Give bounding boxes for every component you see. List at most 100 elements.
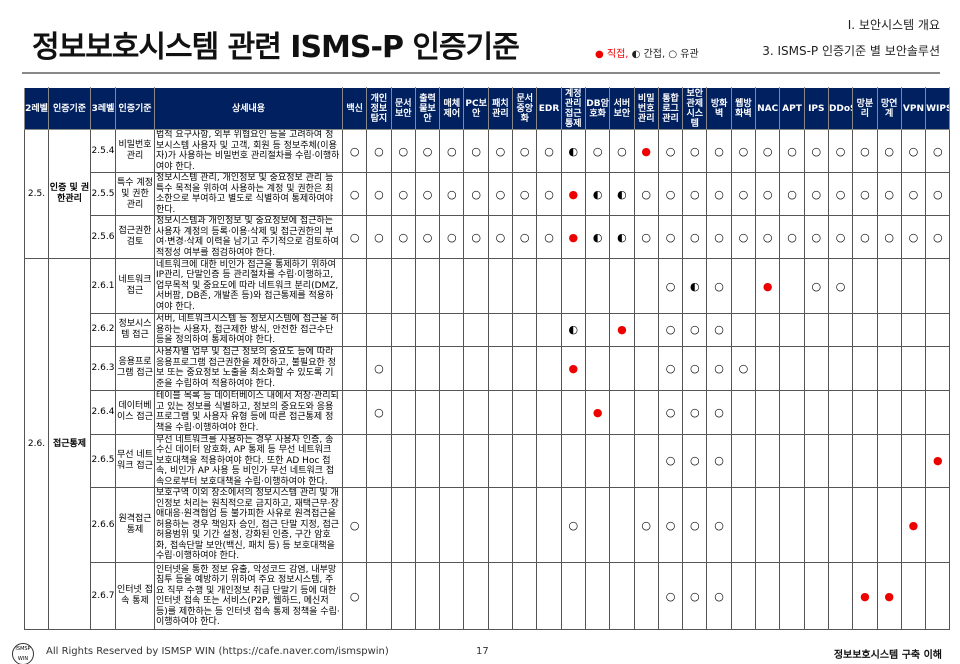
- direct-mark-icon: ●: [609, 313, 635, 347]
- empty-cell: [414, 313, 441, 347]
- empty-cell: [512, 433, 538, 488]
- empty-cell: [852, 389, 878, 435]
- col-criteria2: 인증기준: [48, 87, 91, 130]
- empty-cell: [755, 433, 781, 488]
- empty-cell: [779, 258, 805, 314]
- col-product: DB암호화: [584, 87, 611, 130]
- related-mark-icon: ○: [706, 562, 732, 630]
- related-mark-icon: ○: [341, 172, 368, 216]
- row-name: 네트워크 접근: [115, 258, 155, 314]
- isms-table: 2레벨 인증기준 3레벨 인증기준 상세내용 백신 개인정보탐지 문서보안 출력물보안…: [24, 87, 951, 630]
- empty-cell: [900, 345, 927, 391]
- col-detail: 상세내용: [154, 87, 343, 130]
- row-name: 데이터베이스 접근: [115, 389, 155, 435]
- row-name: 비밀번호 관리: [115, 129, 155, 173]
- legend-related: ○ 유관: [668, 49, 699, 60]
- empty-cell: [925, 487, 951, 563]
- col-product: 출력물보안: [414, 87, 441, 130]
- related-mark-icon: ○: [925, 172, 951, 216]
- direct-mark-icon: ●: [925, 433, 951, 488]
- table-row: 2.6.7 인터넷 접속 통제 인터넷을 통한 정보 유출, 악성코드 감염, 내부…: [25, 562, 951, 630]
- row-detail: 테이블 목록 등 데이터베이스 내에서 저장·관리되고 있는 정보를 식별하고,…: [154, 389, 343, 435]
- related-mark-icon: ○: [682, 433, 708, 488]
- related-mark-icon: ○: [706, 313, 732, 347]
- empty-cell: [512, 313, 538, 347]
- row-id: 2.5.6: [90, 215, 116, 259]
- empty-cell: [439, 487, 465, 563]
- empty-cell: [414, 487, 441, 563]
- legend-indirect: ◐ 간접,: [631, 49, 666, 60]
- empty-cell: [463, 562, 489, 630]
- row-detail: 서버, 네트워크시스템 등 정보시스템에 접근을 허용하는 사용자, 접근제한 …: [154, 313, 343, 347]
- related-mark-icon: ○: [876, 172, 902, 216]
- copyright: All Rights Reserved by ISMSP WIN (https:…: [46, 646, 389, 657]
- empty-cell: [390, 258, 416, 314]
- empty-cell: [925, 258, 951, 314]
- empty-cell: [755, 562, 781, 630]
- related-mark-icon: ○: [609, 129, 635, 173]
- related-mark-icon: ○: [341, 129, 368, 173]
- related-mark-icon: ○: [414, 172, 441, 216]
- related-mark-icon: ○: [414, 215, 441, 259]
- row-id: 2.5.4: [90, 129, 116, 173]
- direct-mark-icon: ●: [633, 129, 659, 173]
- empty-cell: [439, 389, 465, 435]
- related-mark-icon: ○: [827, 172, 854, 216]
- table-row: 2.6.3 응용프로그램 접근 사용자별 업무 및 접근 정보의 중요도 등에 따라…: [25, 345, 951, 391]
- related-mark-icon: ○: [366, 345, 392, 391]
- related-mark-icon: ○: [876, 215, 902, 259]
- related-mark-icon: ○: [779, 129, 805, 173]
- row-id: 2.6.3: [90, 345, 116, 391]
- related-mark-icon: ○: [463, 215, 489, 259]
- table-row: 2.6.4 데이터베이스 접근 테이블 목록 등 데이터베이스 내에서 저장·관리되…: [25, 389, 951, 435]
- subsection-label: 3. ISMS-P 인증기준 별 보안솔루션: [762, 44, 940, 58]
- empty-cell: [633, 313, 659, 347]
- row-name: 인터넷 접속 통제: [115, 562, 155, 630]
- related-mark-icon: ○: [512, 215, 538, 259]
- empty-cell: [827, 487, 854, 563]
- direct-mark-icon: ●: [584, 389, 611, 435]
- section-label: Ⅰ. 보안시스템 개요: [847, 18, 940, 32]
- empty-cell: [609, 433, 635, 488]
- related-mark-icon: ○: [706, 258, 732, 314]
- empty-cell: [730, 433, 757, 488]
- col-product: 개인정보탐지: [366, 87, 392, 130]
- related-mark-icon: ○: [633, 172, 659, 216]
- empty-cell: [876, 389, 902, 435]
- empty-cell: [390, 389, 416, 435]
- empty-cell: [755, 345, 781, 391]
- related-mark-icon: ○: [827, 258, 854, 314]
- empty-cell: [779, 389, 805, 435]
- related-mark-icon: ○: [682, 562, 708, 630]
- legend-direct: ● 직접,: [595, 49, 629, 60]
- col-product: 서버보안: [609, 87, 635, 130]
- related-mark-icon: ○: [657, 215, 684, 259]
- empty-cell: [876, 313, 902, 347]
- group-name: 인증 및 권한관리: [48, 129, 91, 259]
- related-mark-icon: ○: [657, 172, 684, 216]
- divider: [22, 72, 940, 74]
- row-id: 2.6.4: [90, 389, 116, 435]
- empty-cell: [900, 313, 927, 347]
- col-level2: 2레벨: [24, 87, 49, 130]
- related-mark-icon: ○: [341, 215, 368, 259]
- empty-cell: [876, 433, 902, 488]
- related-mark-icon: ○: [512, 172, 538, 216]
- empty-cell: [366, 258, 392, 314]
- empty-cell: [900, 562, 927, 630]
- empty-cell: [779, 345, 805, 391]
- direct-mark-icon: ●: [560, 345, 586, 391]
- related-mark-icon: ○: [779, 172, 805, 216]
- empty-cell: [414, 258, 441, 314]
- indirect-mark-icon: ◐: [584, 172, 611, 216]
- empty-cell: [341, 433, 368, 488]
- legend: ● 직접, ◐ 간접, ○ 유관: [595, 45, 699, 60]
- related-mark-icon: ○: [730, 345, 757, 391]
- related-mark-icon: ○: [366, 215, 392, 259]
- empty-cell: [536, 389, 562, 435]
- empty-cell: [827, 345, 854, 391]
- empty-cell: [366, 433, 392, 488]
- related-mark-icon: ○: [827, 129, 854, 173]
- related-mark-icon: ○: [852, 215, 878, 259]
- related-mark-icon: ○: [755, 172, 781, 216]
